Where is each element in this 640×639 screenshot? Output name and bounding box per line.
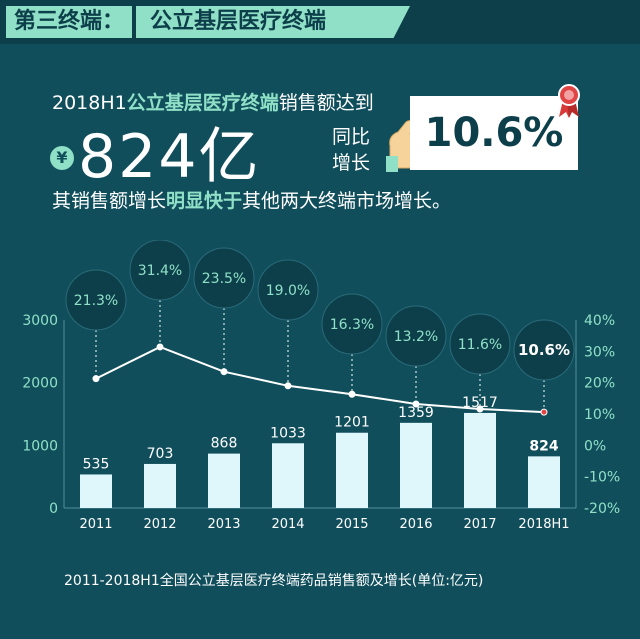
x-tick-label: 2018H1 <box>518 517 569 532</box>
growth-point <box>348 390 356 398</box>
bar-value-label: 824 <box>529 438 558 454</box>
growth-value-box: 10.6% <box>410 96 578 170</box>
growth-bubble <box>193 247 255 309</box>
right-tick-label: 20% <box>584 376 615 392</box>
left-tick-label: 0 <box>49 501 58 517</box>
growth-value-label: 21.3% <box>74 293 118 309</box>
right-tick-label: 40% <box>584 313 615 329</box>
growth-value-label: 11.6% <box>458 337 502 353</box>
award-ribbon-icon <box>558 84 580 118</box>
growth-value-label: 19.0% <box>266 283 310 299</box>
growth-point <box>220 368 228 376</box>
growth-point <box>156 343 164 351</box>
right-tick-label: -10% <box>584 470 620 486</box>
growth-bubble <box>449 313 511 375</box>
growth-label-line1: 同比 <box>332 126 371 148</box>
bar-value-label: 703 <box>147 446 174 462</box>
growth-value-label: 23.5% <box>202 271 246 287</box>
right-tick-label: 0% <box>584 438 606 454</box>
growth-bubble <box>321 293 383 355</box>
bar-value-label: 1359 <box>398 405 434 421</box>
headline: 2018H1公立基层医疗终端销售额达到 <box>52 88 374 115</box>
bar <box>400 422 432 508</box>
x-tick-label: 2016 <box>399 517 432 532</box>
bar <box>208 453 240 508</box>
right-tick-label: 10% <box>584 407 615 423</box>
bar <box>144 463 176 508</box>
growth-label: 同比 增长 <box>332 124 392 176</box>
growth-value-label: 31.4% <box>138 263 182 279</box>
section-title: 公立基层医疗终端 <box>136 6 410 38</box>
growth-bubble <box>129 239 191 301</box>
headline-highlight: 公立基层医疗终端 <box>126 92 279 114</box>
x-tick-label: 2013 <box>207 517 240 532</box>
x-tick-label: 2015 <box>335 517 368 532</box>
headline-suffix: 销售额达到 <box>278 92 374 114</box>
subline-suffix: 其他两大终端市场增长。 <box>242 190 452 212</box>
growth-value-label: 10.6% <box>518 341 570 359</box>
sales-growth-chart: 0 1000 2000 3000 -20% -10% 0% 10% 20% 30% 40% 535 70… <box>22 239 620 532</box>
x-tick-label: 2017 <box>463 517 496 532</box>
section-label: 第三终端： <box>6 6 132 38</box>
chart-area: 0 1000 2000 3000 -20% -10% 0% 10% 20% 30% 40% 535 70… <box>0 239 640 540</box>
bar <box>80 474 112 508</box>
growth-point <box>476 405 484 413</box>
left-tick-label: 1000 <box>22 438 58 454</box>
growth-bubble <box>385 305 447 367</box>
right-tick-label: -20% <box>584 501 620 517</box>
bar-value-label: 868 <box>211 436 238 452</box>
bar <box>464 412 496 508</box>
growth-point <box>412 400 420 408</box>
bar <box>336 432 368 508</box>
bar <box>528 456 560 508</box>
right-tick-label: 30% <box>584 344 615 360</box>
subline-prefix: 其销售额增长 <box>52 190 167 212</box>
growth-value-label: 13.2% <box>394 329 438 345</box>
x-tick-label: 2012 <box>143 517 176 532</box>
growth-label-line2: 增长 <box>332 152 371 174</box>
left-tick-label: 3000 <box>22 313 58 329</box>
growth-point <box>284 382 292 390</box>
subline: 其销售额增长明显快于其他两大终端市场增长。 <box>52 186 451 213</box>
subline-highlight: 明显快于 <box>166 190 243 212</box>
left-tick-label: 2000 <box>22 376 58 392</box>
header-bar: 第三终端： 公立基层医疗终端 <box>0 0 640 44</box>
x-tick-label: 2011 <box>79 517 112 532</box>
x-tick-label: 2014 <box>271 517 304 532</box>
chart-caption: 2011-2018H1全国公立基层医疗终端药品销售额及增长(单位:亿元) <box>64 573 484 589</box>
growth-line <box>95 345 545 414</box>
bar-value-label: 1033 <box>270 425 306 441</box>
bar-value-label: 535 <box>83 456 110 472</box>
big-sales-value: 824亿 <box>78 122 261 192</box>
growth-bubble <box>65 269 127 331</box>
growth-bubble <box>257 259 319 321</box>
growth-point <box>92 375 100 383</box>
growth-value-label: 16.3% <box>330 317 374 333</box>
yen-icon: ¥ <box>50 146 74 170</box>
bar-value-label: 1517 <box>462 395 498 411</box>
headline-prefix: 2018H1 <box>52 92 127 114</box>
bar-value-label: 1201 <box>334 415 370 431</box>
growth-point <box>540 408 548 416</box>
bar <box>272 443 304 508</box>
growth-bubble <box>513 319 575 381</box>
